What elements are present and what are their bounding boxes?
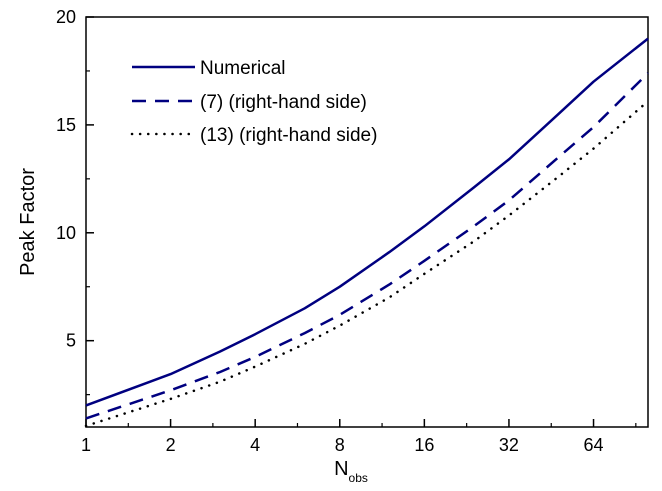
x-tick-label: 32 — [499, 435, 519, 455]
x-axis-title: Nobs — [334, 458, 368, 485]
y-axis-ticks: 5 10 15 20 — [56, 7, 94, 396]
series-line-1 — [85, 72, 649, 420]
x-tick-label: 2 — [166, 435, 176, 455]
series-layer — [84, 37, 650, 428]
legend-label-eq13: (13) (right-hand side) — [200, 125, 377, 146]
plot-frame — [85, 16, 649, 428]
y-axis-title: Peak Factor — [17, 168, 39, 276]
x-tick-label: 4 — [250, 435, 260, 455]
y-tick-label: 20 — [56, 7, 76, 27]
x-tick-label: 64 — [584, 435, 604, 455]
x-tick-label: 1 — [81, 435, 91, 455]
x-axis-title-subscript: obs — [349, 471, 368, 485]
legend-label-eq7: (7) (right-hand side) — [200, 92, 367, 113]
legend: Numerical (7) (right-hand side) (13) (ri… — [130, 58, 377, 146]
series-line-0 — [85, 37, 649, 407]
y-tick-label: 15 — [56, 115, 76, 135]
series-line-2 — [84, 99, 650, 428]
y-tick-label: 5 — [66, 331, 76, 351]
y-tick-label: 10 — [56, 223, 76, 243]
x-tick-label: 8 — [335, 435, 345, 455]
legend-label-numerical: Numerical — [200, 58, 286, 79]
x-tick-label: 16 — [414, 435, 434, 455]
x-axis-ticks: 1 2 4 8 16 32 64 — [81, 419, 637, 455]
x-axis-title-main: N — [334, 458, 348, 480]
